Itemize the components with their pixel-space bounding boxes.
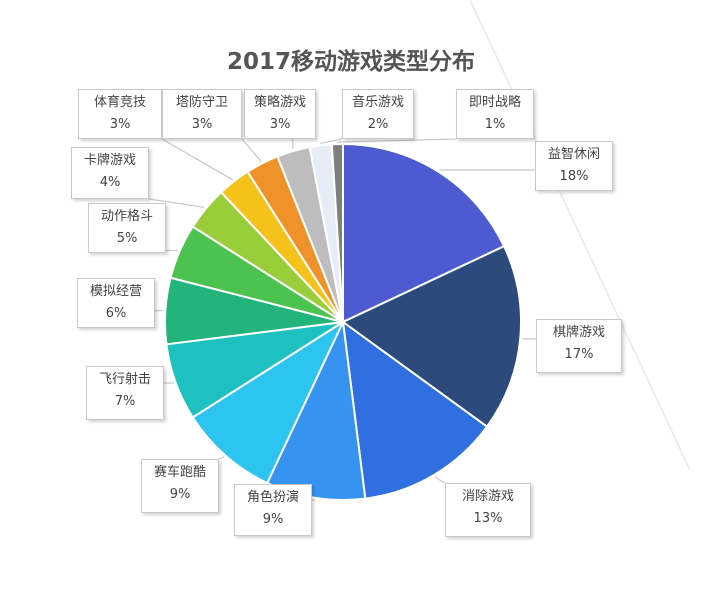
leader-line xyxy=(218,456,225,460)
slice-label-name: 塔防守卫 xyxy=(175,95,228,110)
slice-label-value: 5% xyxy=(116,231,138,246)
slice-label-box: 动作格斗 5% xyxy=(88,203,166,253)
pie-slice xyxy=(330,142,344,323)
slice-label-box: 即时战略 1% xyxy=(456,89,534,139)
slice-label-name: 策略游戏 xyxy=(253,95,306,110)
slice-label-name: 即时战略 xyxy=(468,95,521,110)
decorative-diagonal-line xyxy=(469,0,691,471)
slice-label-box: 策略游戏 3% xyxy=(244,89,316,139)
slice-label-box: 体育竞技 3% xyxy=(78,89,162,139)
slice-label-name: 模拟经营 xyxy=(89,284,142,299)
slice-label-box: 棋牌游戏 17% xyxy=(536,319,622,373)
slice-label-box: 消除游戏 13% xyxy=(445,483,531,537)
slice-label-value: 2% xyxy=(367,117,389,132)
slice-label-name: 体育竞技 xyxy=(93,95,146,110)
slice-label-name: 飞行射击 xyxy=(98,372,151,387)
slice-label-value: 6% xyxy=(105,306,127,321)
leader-lines xyxy=(148,138,536,501)
leader-line xyxy=(337,138,457,143)
slice-label-name: 益智休闲 xyxy=(547,147,600,162)
slice-label-value: 17% xyxy=(564,347,594,362)
slice-label-value: 13% xyxy=(473,511,503,526)
pie-slice xyxy=(341,319,489,500)
leader-line xyxy=(241,138,262,162)
slice-label-box: 卡牌游戏 4% xyxy=(71,147,149,199)
slice-label-box: 音乐游戏 2% xyxy=(342,89,414,139)
slice-label-name: 消除游戏 xyxy=(461,489,514,504)
slice-label-value: 9% xyxy=(262,512,284,527)
leader-line xyxy=(161,138,233,181)
leader-line xyxy=(148,198,205,208)
slice-label-name: 动作格斗 xyxy=(100,209,153,224)
slice-label-value: 3% xyxy=(269,117,291,132)
leader-line xyxy=(434,476,446,484)
slice-label-box: 飞行射击 7% xyxy=(86,366,164,420)
pie-slice xyxy=(342,142,506,324)
slice-label-value: 18% xyxy=(559,169,589,184)
slice-label-value: 1% xyxy=(484,117,506,132)
slice-label-box: 角色扮演 9% xyxy=(234,484,312,536)
slice-label-value: 7% xyxy=(114,394,136,409)
slice-label-box: 赛车跑酷 9% xyxy=(141,459,219,513)
pie-slice xyxy=(191,319,346,485)
slice-label-value: 4% xyxy=(99,175,121,190)
chart-title: 2017移动游戏类型分布 xyxy=(226,49,475,75)
pie-slice xyxy=(341,244,522,429)
slice-label-box: 模拟经营 6% xyxy=(77,278,155,328)
slice-label-name: 音乐游戏 xyxy=(351,95,404,110)
slice-label-name: 棋牌游戏 xyxy=(552,325,605,340)
leader-line xyxy=(320,138,343,144)
slice-label-box: 益智休闲 18% xyxy=(535,141,613,191)
slice-label-name: 卡牌游戏 xyxy=(83,153,136,168)
slice-label-value: 3% xyxy=(109,117,131,132)
slice-label-name: 角色扮演 xyxy=(246,490,299,505)
pie-slices xyxy=(164,142,522,501)
slice-label-box: 塔防守卫 3% xyxy=(162,89,242,139)
slice-label-value: 3% xyxy=(191,117,213,132)
slice-label-value: 9% xyxy=(169,487,191,502)
slice-label-name: 赛车跑酷 xyxy=(153,465,206,480)
